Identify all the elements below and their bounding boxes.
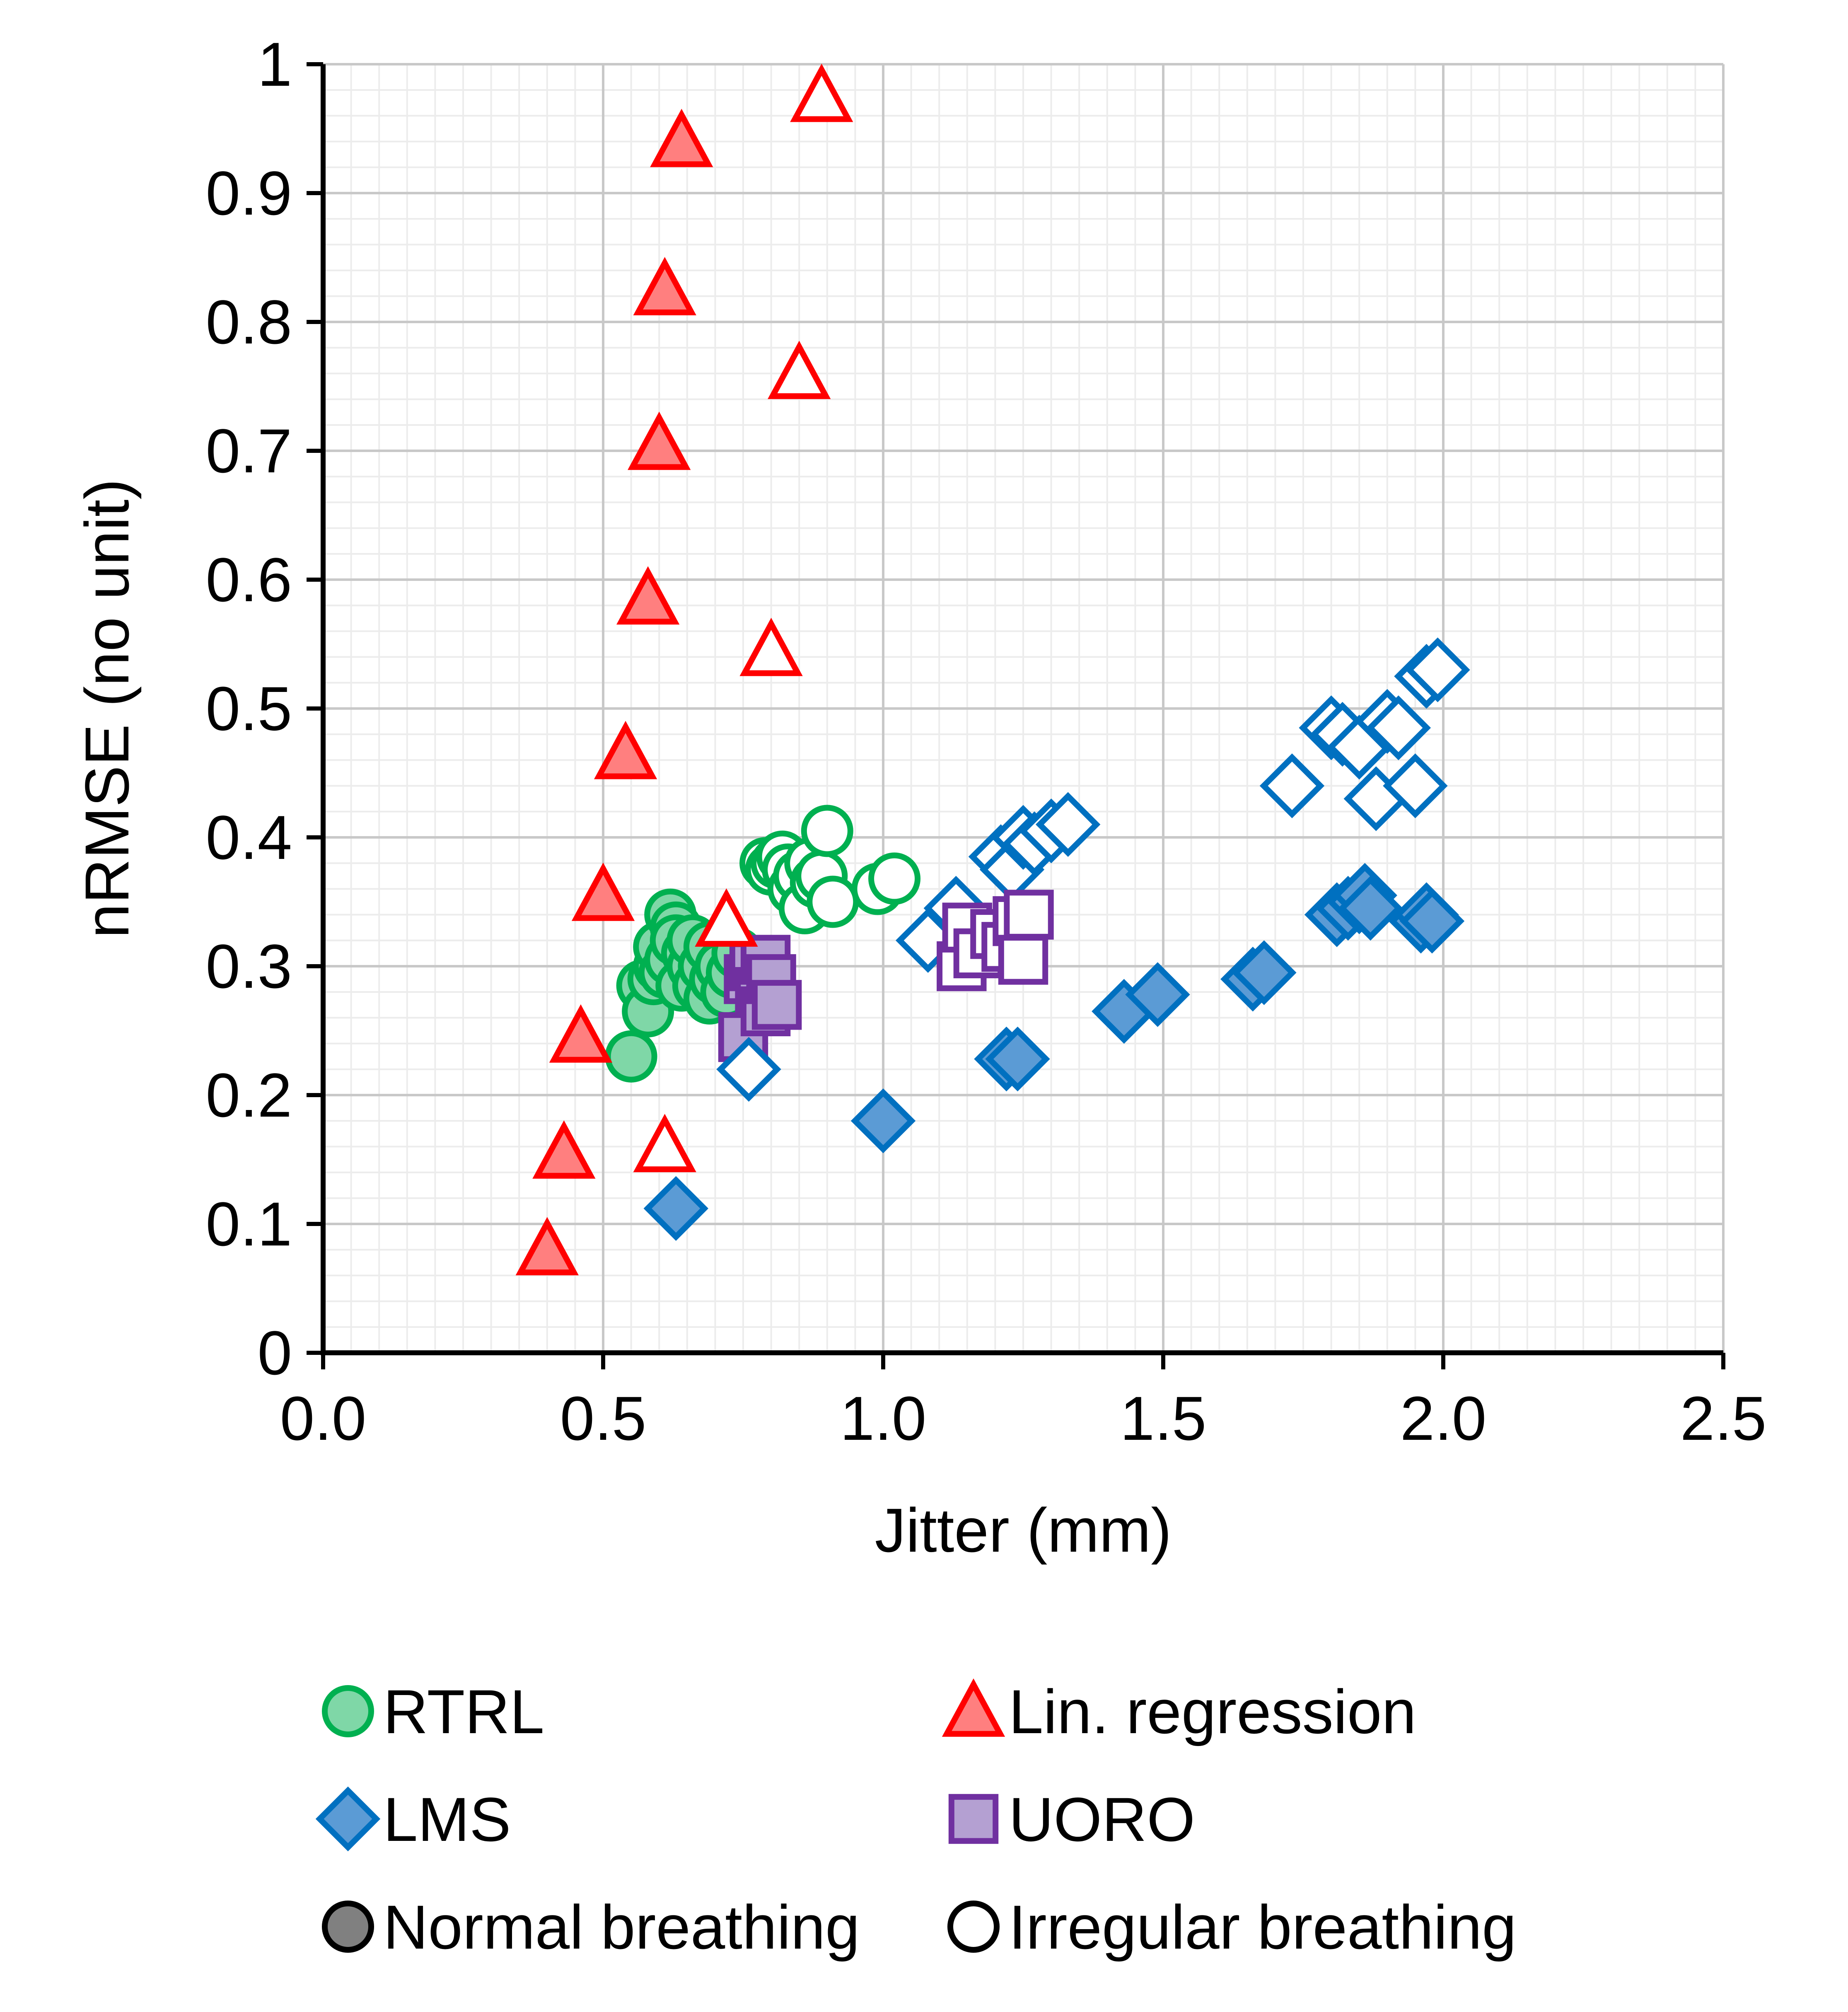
lms-irregular-point: [1259, 753, 1325, 818]
lin-regression-normal-point: [532, 1120, 596, 1179]
y-tick-label: 0.3: [205, 931, 292, 1001]
x-tick-label: 1.0: [840, 1383, 927, 1453]
legend-label-normal-breathing: Normal breathing: [383, 1892, 860, 1962]
lin-regression-normal-point: [571, 862, 635, 921]
y-tick-label: 0.4: [205, 803, 292, 872]
x-tick-label: 1.5: [1120, 1383, 1207, 1453]
lin-regression-irregular-point: [739, 617, 803, 676]
y-tick-label: 0.5: [205, 674, 292, 743]
lin-regression-normal-point: [628, 411, 691, 470]
lms-normal-point: [643, 1176, 708, 1241]
legend-label-irregular-breathing: Irregular breathing: [1009, 1892, 1517, 1962]
lms-normal-point: [850, 1088, 916, 1154]
y-axis-title: nRMSE (no unit): [72, 479, 142, 938]
rtrl-irregular-point: [807, 875, 859, 928]
legend-label-uoro: UORO: [1009, 1785, 1195, 1854]
irregular-breathing-points: [633, 63, 1470, 1173]
tick-labels: 0 0.1 0.2 0.3 0.4 0.5 0.6 0.7 0.8 0.9 1 0.0 0.5 1.0 1.…: [205, 29, 1766, 1453]
legend-label-lms: LMS: [383, 1785, 511, 1854]
lin-regression-normal-point: [633, 257, 696, 315]
lms-normal-point: [1338, 875, 1403, 941]
legend-marker-lms: [315, 1786, 381, 1852]
legend-marker-rtrl: [322, 1685, 374, 1737]
legend-label-lin-regression: Lin. regression: [1009, 1677, 1416, 1746]
y-tick-label: 0.8: [205, 287, 292, 357]
legend-marker-irregular-breathing: [947, 1901, 1000, 1953]
lms-irregular-point: [1383, 753, 1448, 818]
x-tick-label: 2.5: [1680, 1383, 1767, 1453]
lms-normal-point: [1399, 888, 1465, 954]
normal-breathing-points: [515, 109, 1465, 1275]
lin-regression-normal-point: [650, 109, 713, 167]
legend-marker-lin-regression: [942, 1678, 1005, 1737]
uoro-irregular-point: [998, 935, 1048, 985]
legend-marker-normal-breathing: [322, 1901, 374, 1953]
x-tick-label: 0.5: [560, 1383, 647, 1453]
lms-normal-point: [985, 1026, 1050, 1092]
lms-normal-point: [1125, 962, 1190, 1027]
y-tick-label: 0.2: [205, 1060, 292, 1130]
uoro-normal-point: [751, 980, 802, 1030]
lin-regression-irregular-point: [633, 1114, 696, 1173]
x-tick-label: 0.0: [280, 1383, 367, 1453]
y-tick-label: 0.6: [205, 545, 292, 614]
x-axis-title: Jitter (mm): [875, 1495, 1172, 1565]
y-tick-label: 0.9: [205, 158, 292, 228]
uoro-irregular-point: [1004, 890, 1054, 940]
legend-marker-uoro: [948, 1794, 999, 1844]
lin-regression-normal-point: [549, 1004, 613, 1063]
lin-regression-normal-point: [594, 721, 657, 779]
lms-irregular-point: [1366, 695, 1431, 760]
legend-label-rtrl: RTRL: [383, 1677, 544, 1746]
lin-regression-normal-point: [616, 566, 680, 625]
rtrl-normal-point: [605, 1030, 657, 1083]
y-tick-label: 0.1: [205, 1189, 292, 1259]
y-tick-label: 1: [258, 29, 292, 99]
lin-regression-irregular-point: [790, 63, 853, 122]
lms-irregular-point: [1035, 792, 1101, 857]
y-tick-label: 0: [258, 1318, 292, 1388]
lin-regression-normal-point: [515, 1217, 579, 1275]
lms-irregular-point: [716, 1037, 781, 1102]
legend: RTRL Lin. regression LMS UORO Normal breathi…: [315, 1677, 1517, 1962]
y-tick-label: 0.7: [205, 416, 292, 486]
lms-irregular-point: [1405, 637, 1470, 702]
x-tick-label: 2.0: [1400, 1383, 1487, 1453]
lms-normal-point: [1232, 940, 1297, 1005]
lin-regression-irregular-point: [695, 888, 758, 947]
rtrl-irregular-point: [801, 805, 853, 857]
lin-regression-irregular-point: [768, 341, 831, 399]
rtrl-irregular-point: [868, 852, 921, 905]
